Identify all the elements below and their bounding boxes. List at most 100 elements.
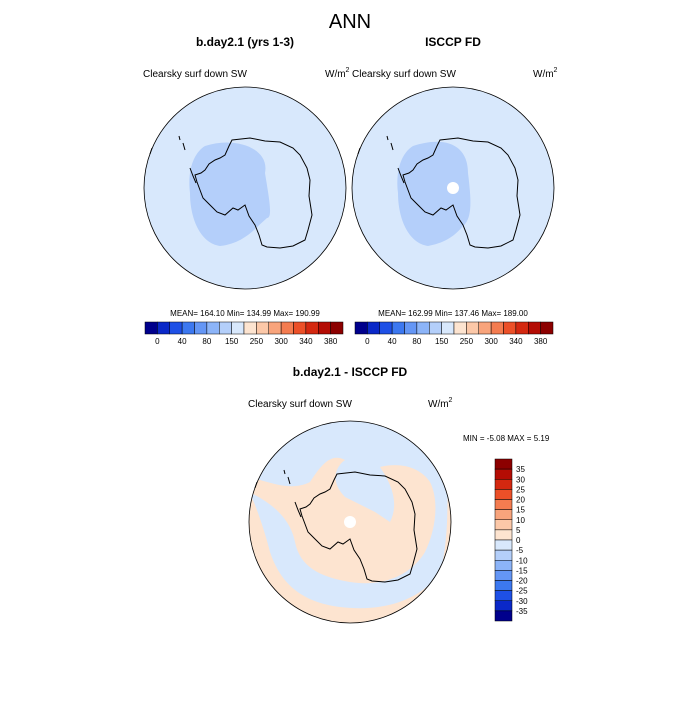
colorbar-box	[494, 499, 513, 510]
colorbar-label: 0	[155, 337, 160, 346]
colorbar-label: -25	[516, 587, 528, 596]
colorbar-box	[441, 321, 455, 335]
unit-label: W/m2	[325, 67, 350, 80]
colorbar-label: 10	[516, 516, 525, 525]
colorbar-label: 380	[534, 337, 548, 346]
colorbar-label: 25	[516, 485, 525, 494]
map	[143, 86, 347, 290]
map	[248, 420, 452, 624]
colorbar-label: 340	[509, 337, 523, 346]
colorbar-label: 15	[516, 506, 525, 515]
colorbar-label: 380	[324, 337, 338, 346]
colorbar-label: 30	[516, 475, 525, 484]
colorbar-box	[466, 321, 479, 335]
figure-title: ANN	[329, 11, 371, 33]
colorbar-label: -30	[516, 597, 528, 606]
colorbar-box	[515, 321, 529, 335]
colorbar-box	[391, 321, 405, 335]
colorbar-box	[354, 321, 368, 335]
panel-title: b.day2.1 - ISCCP FD	[293, 365, 408, 379]
colorbar-box	[219, 321, 232, 335]
colorbar-box	[293, 321, 307, 335]
colorbar-label: 0	[516, 536, 521, 545]
colorbar-box	[169, 321, 183, 335]
variable-label: Clearsky surf down SW	[143, 69, 247, 80]
colorbar-box	[280, 321, 294, 335]
colorbar-box	[490, 321, 504, 335]
minmax: MIN = -5.08 MAX = 5.19	[463, 434, 550, 443]
colorbar-label: 35	[516, 465, 525, 474]
colorbar-box	[494, 560, 513, 571]
colorbar-box	[494, 489, 513, 500]
colorbar-box	[478, 321, 492, 335]
map-region	[189, 142, 271, 246]
colorbar-box	[453, 321, 467, 335]
colorbar-box	[194, 321, 208, 335]
colorbar-label: 150	[225, 337, 239, 346]
colorbar-label: -20	[516, 577, 528, 586]
unit-label: W/m2	[428, 397, 453, 410]
colorbar-box	[181, 321, 195, 335]
colorbar-label: 300	[274, 337, 288, 346]
colorbar-label: -10	[516, 556, 528, 565]
colorbar-box	[318, 321, 331, 335]
colorbar-label: -5	[516, 546, 524, 555]
variable-label: Clearsky surf down SW	[248, 399, 352, 410]
missing-data	[447, 182, 459, 194]
colorbar-label: 250	[250, 337, 264, 346]
colorbar-box	[494, 468, 513, 480]
colorbar-box	[268, 321, 282, 335]
colorbar-box	[494, 600, 513, 612]
colorbar-label: 300	[484, 337, 498, 346]
colorbar-box	[528, 321, 541, 335]
map-region	[397, 141, 471, 246]
unit-sup: 2	[554, 67, 558, 74]
colorbar-box	[416, 321, 430, 335]
colorbar-label: 150	[435, 337, 449, 346]
colorbar-label: 40	[388, 337, 397, 346]
colorbar-box	[256, 321, 269, 335]
colorbar-label: 340	[299, 337, 313, 346]
colorbar-box	[157, 321, 170, 335]
colorbar-label: 40	[178, 337, 187, 346]
colorbar-box	[494, 529, 513, 541]
colorbar-box	[494, 479, 513, 490]
colorbar-box	[494, 570, 513, 581]
colorbar-box	[330, 321, 344, 335]
colorbar-box	[494, 458, 513, 470]
unit-sup: 2	[346, 67, 350, 74]
colorbar-label: -35	[516, 607, 528, 616]
colorbar-label: 20	[516, 496, 525, 505]
unit: W/m	[533, 69, 554, 80]
colorbar-label: -15	[516, 566, 528, 575]
variable-label: Clearsky surf down SW	[352, 69, 456, 80]
stats: MEAN= 164.10 Min= 134.99 Max= 190.99	[170, 309, 320, 318]
colorbar-box	[144, 321, 158, 335]
panel-title: ISCCP FD	[425, 35, 481, 49]
map-border	[248, 420, 452, 624]
colorbar-box	[429, 321, 442, 335]
unit: W/m	[428, 399, 449, 410]
colorbar-box	[379, 321, 393, 335]
panel-title: b.day2.1 (yrs 1-3)	[196, 35, 294, 49]
map	[351, 86, 555, 290]
colorbar-box	[540, 321, 554, 335]
colorbar-box	[243, 321, 257, 335]
colorbar-box	[494, 519, 513, 531]
colorbar-box	[494, 539, 513, 551]
colorbar-box	[367, 321, 380, 335]
unit-sup: 2	[449, 397, 453, 404]
colorbar-box	[494, 549, 513, 561]
colorbar-box	[305, 321, 319, 335]
missing-data	[344, 516, 356, 528]
colorbar-box	[503, 321, 517, 335]
colorbar-box	[404, 321, 418, 335]
colorbar-box	[494, 509, 513, 520]
colorbar-box	[494, 610, 513, 622]
unit: W/m	[325, 69, 346, 80]
colorbar-box	[231, 321, 245, 335]
colorbar-box	[494, 580, 513, 591]
colorbar-label: 250	[460, 337, 474, 346]
